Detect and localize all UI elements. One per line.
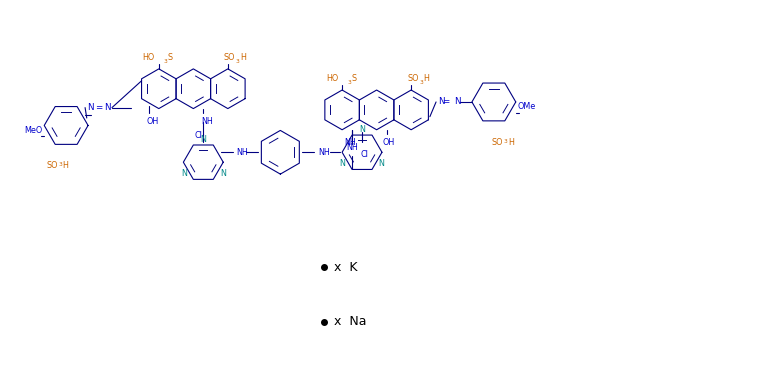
Text: N: N [104, 103, 111, 112]
Text: NH: NH [344, 138, 356, 147]
Text: N: N [359, 125, 365, 134]
Text: NH: NH [346, 142, 358, 151]
Text: N: N [181, 169, 187, 178]
Text: x  Na: x Na [334, 316, 366, 328]
Text: 3: 3 [504, 139, 508, 144]
Text: H: H [508, 138, 514, 147]
Text: x  K: x K [334, 261, 358, 274]
Text: N: N [87, 103, 94, 112]
Text: 3: 3 [164, 59, 167, 64]
Text: SO: SO [407, 74, 419, 83]
Text: 3: 3 [347, 80, 351, 85]
Text: NH: NH [201, 117, 214, 126]
Text: 3: 3 [419, 80, 423, 85]
Text: S: S [167, 53, 173, 62]
Text: MeO: MeO [24, 126, 42, 135]
Text: SO: SO [223, 53, 235, 62]
Text: OMe: OMe [518, 102, 536, 111]
Text: SO: SO [492, 138, 503, 147]
Text: N: N [339, 159, 346, 168]
Text: NH: NH [237, 148, 248, 157]
Text: OH: OH [147, 117, 159, 126]
Text: S: S [351, 74, 356, 83]
Text: N: N [200, 135, 207, 144]
Text: HO: HO [143, 53, 155, 62]
Text: 3: 3 [236, 59, 240, 64]
Text: N: N [438, 98, 445, 107]
Text: SO: SO [46, 161, 58, 170]
Text: HO: HO [326, 74, 338, 83]
Text: Cl: Cl [360, 150, 368, 159]
Text: NH: NH [318, 148, 330, 157]
Text: OH: OH [382, 138, 395, 147]
Text: Cl: Cl [194, 131, 202, 140]
Text: =: = [95, 103, 103, 112]
Text: H: H [240, 53, 246, 62]
Text: H: H [62, 161, 68, 170]
Text: H: H [423, 74, 429, 83]
Text: N: N [379, 159, 385, 168]
Text: =: = [442, 98, 450, 107]
Text: N: N [220, 169, 226, 178]
Text: 3: 3 [58, 162, 62, 167]
Text: N: N [454, 98, 461, 107]
